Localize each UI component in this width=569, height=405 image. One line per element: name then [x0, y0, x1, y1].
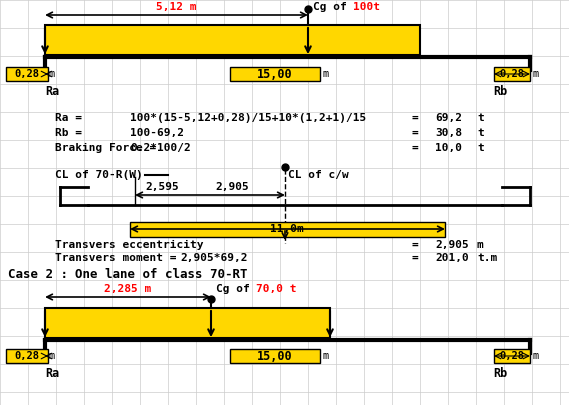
Text: 2,905*69,2: 2,905*69,2	[180, 253, 248, 263]
Text: 100t: 100t	[353, 2, 380, 12]
Text: 201,0: 201,0	[435, 253, 469, 263]
Text: 69,2: 69,2	[435, 113, 462, 123]
Text: m: m	[533, 69, 539, 79]
Text: 15,00: 15,00	[257, 350, 293, 362]
Text: =: =	[411, 128, 418, 138]
Text: 0.2*100/2: 0.2*100/2	[130, 143, 191, 153]
Text: Transvers moment =: Transvers moment =	[55, 253, 176, 263]
Bar	[45, 308, 330, 338]
Text: =: =	[411, 143, 418, 153]
Text: m: m	[477, 240, 484, 250]
Text: Ra: Ra	[45, 85, 59, 98]
Bar	[45, 25, 420, 55]
Text: 5,12 m: 5,12 m	[156, 2, 196, 12]
Text: t.m: t.m	[477, 253, 497, 263]
Text: Transvers eccentricity: Transvers eccentricity	[55, 240, 204, 250]
Text: m: m	[49, 69, 55, 79]
Text: =: =	[411, 253, 418, 263]
Text: Rb: Rb	[493, 85, 507, 98]
Text: 0,28: 0,28	[14, 351, 39, 361]
Text: m: m	[533, 351, 539, 361]
Text: Cg of: Cg of	[313, 2, 347, 12]
Text: m: m	[49, 351, 55, 361]
Text: Cg of: Cg of	[216, 284, 250, 294]
Text: m: m	[323, 69, 329, 79]
Text: 100*(15-5,12+0,28)/15+10*(1,2+1)/15: 100*(15-5,12+0,28)/15+10*(1,2+1)/15	[130, 113, 366, 123]
Text: 30,8: 30,8	[435, 128, 462, 138]
Text: 100-69,2: 100-69,2	[130, 128, 184, 138]
Text: t: t	[477, 143, 484, 153]
Text: Case 2 :: Case 2 :	[8, 269, 68, 281]
Text: Rb: Rb	[493, 367, 507, 380]
Bar	[494, 349, 530, 363]
Text: 0,28: 0,28	[500, 351, 525, 361]
Bar	[230, 349, 320, 363]
Text: 11,0m: 11,0m	[270, 224, 304, 234]
Text: Rb =: Rb =	[55, 128, 82, 138]
Text: One lane of class 70-RT: One lane of class 70-RT	[60, 269, 248, 281]
Text: 0,28: 0,28	[500, 69, 525, 79]
Bar	[6, 67, 48, 81]
Text: CL of c/w: CL of c/w	[288, 170, 349, 180]
Bar	[494, 67, 530, 81]
Text: =: =	[411, 240, 418, 250]
Text: 70,0 t: 70,0 t	[256, 284, 296, 294]
Text: Braking Force =: Braking Force =	[55, 143, 156, 153]
Text: Ra: Ra	[45, 367, 59, 380]
Text: 2,595: 2,595	[145, 182, 179, 192]
Text: t: t	[477, 113, 484, 123]
Text: 15,00: 15,00	[257, 68, 293, 81]
Bar	[130, 222, 445, 237]
Text: 2,285 m: 2,285 m	[104, 284, 151, 294]
Bar	[230, 67, 320, 81]
Text: =: =	[411, 113, 418, 123]
Text: 0,28: 0,28	[14, 69, 39, 79]
Text: CL of 70-R(W): CL of 70-R(W)	[55, 170, 143, 180]
Text: t: t	[477, 128, 484, 138]
Text: 10,0: 10,0	[435, 143, 462, 153]
Text: 2,905: 2,905	[215, 182, 249, 192]
Text: Ra =: Ra =	[55, 113, 82, 123]
Text: 2,905: 2,905	[435, 240, 469, 250]
Bar	[6, 349, 48, 363]
Text: m: m	[323, 351, 329, 361]
